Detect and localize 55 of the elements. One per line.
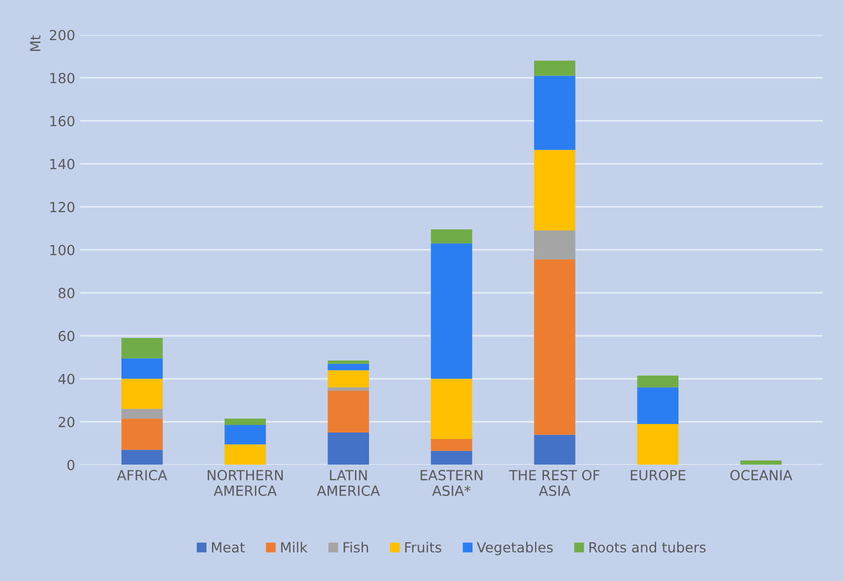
y-tick-label: 60 <box>58 330 74 342</box>
y-tick-label: 140 <box>50 158 74 170</box>
bar <box>534 260 576 435</box>
y-tick-label: 120 <box>50 202 74 212</box>
bar <box>121 418 163 450</box>
bar <box>430 378 472 440</box>
bar <box>637 387 678 424</box>
bar <box>740 460 782 465</box>
x-tick-label: EASTERN ASIA* <box>420 470 482 496</box>
bar <box>328 370 370 388</box>
bar <box>224 444 266 465</box>
bar <box>534 76 576 150</box>
bar <box>534 434 576 465</box>
y-tick-label: 40 <box>58 374 74 384</box>
bar <box>637 424 678 465</box>
bar <box>328 387 370 391</box>
bar <box>534 150 576 230</box>
legend-label: Vegetables <box>476 542 553 556</box>
bar <box>121 358 163 379</box>
bar <box>637 376 678 388</box>
bar <box>328 360 370 364</box>
bar <box>534 230 576 260</box>
x-tick-label: LATIN AMERICA <box>316 470 380 496</box>
y-tick-label: 180 <box>50 72 74 84</box>
bar <box>430 450 472 465</box>
bar <box>430 243 472 379</box>
y-axis-title: Mt <box>30 35 40 51</box>
legend-label: Roots and tubers <box>589 542 706 553</box>
bar <box>430 229 472 244</box>
x-tick-label: AFRICA <box>116 470 168 480</box>
bar <box>121 338 163 358</box>
y-tick-label: 20 <box>58 416 74 428</box>
bar <box>121 408 163 419</box>
bar <box>430 439 472 451</box>
bar <box>328 432 370 465</box>
x-tick-label: NORTHERN AMERICA <box>208 470 283 496</box>
x-tick-label: OCEANIA <box>730 470 792 480</box>
bar <box>121 378 163 409</box>
y-tick-label: 80 <box>58 288 74 298</box>
bar <box>328 364 370 370</box>
legend-label: Fruits <box>405 542 442 553</box>
y-tick-label: 200 <box>50 30 74 40</box>
bar <box>534 60 576 76</box>
legend-label: Meat <box>212 542 245 553</box>
bar <box>224 418 266 426</box>
y-tick-label: 0 <box>67 460 74 470</box>
bar <box>224 425 266 444</box>
legend-label: Fish <box>344 542 368 553</box>
x-tick-label: THE REST OF ASIA <box>509 470 600 496</box>
bar <box>121 450 163 465</box>
bar <box>328 390 370 433</box>
y-tick-label: 160 <box>50 116 74 126</box>
y-tick-label: 100 <box>50 244 74 256</box>
x-tick-label: EUROPE <box>630 470 686 480</box>
legend-label: Milk <box>281 542 308 552</box>
